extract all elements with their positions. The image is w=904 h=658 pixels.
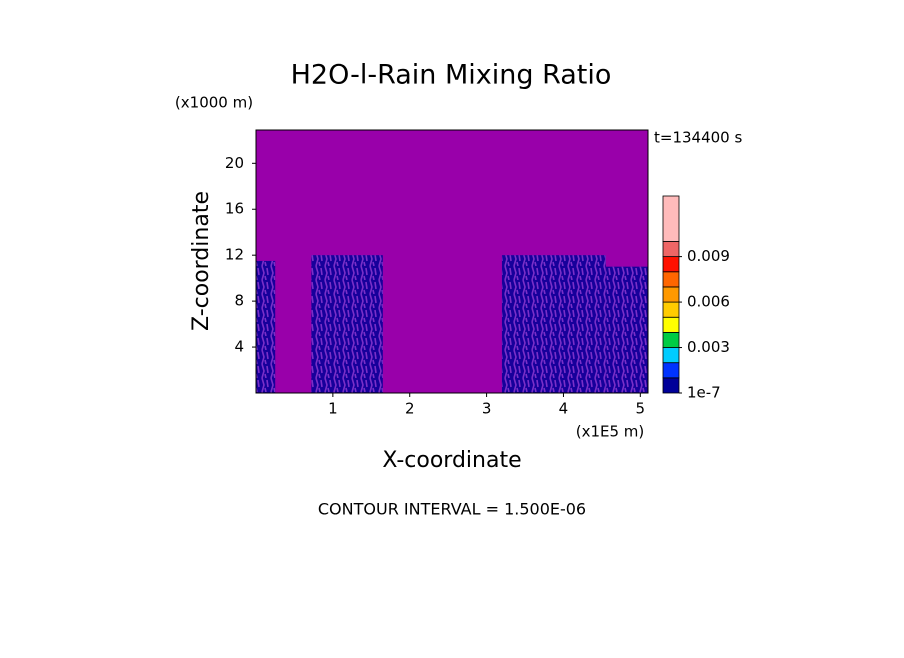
plot-frame (255, 129, 649, 394)
chart-title: H2O-l-Rain Mixing Ratio (291, 60, 612, 91)
footer: CONTOUR INTERVAL = 1.500E-06 (318, 500, 586, 519)
colorbar-swatch (662, 316, 680, 333)
y-axis-label: Z-coordinate (189, 191, 214, 331)
y-tick-label: 16 (225, 200, 244, 218)
y-tick-label: 4 (234, 338, 244, 356)
rain-texture (501, 255, 606, 393)
colorbar-swatch (662, 362, 680, 379)
colorbar-swatch (662, 256, 680, 273)
colorbar-swatch (662, 241, 680, 258)
colorbar-swatch (662, 195, 680, 242)
x-tick-label: 4 (559, 400, 569, 418)
colorbar-tick-label: 0.006 (687, 293, 730, 311)
rain-texture (256, 260, 276, 393)
x-tick-label: 2 (405, 400, 415, 418)
x-tick-label: 1 (328, 400, 338, 418)
y-tick-label: 20 (225, 154, 244, 172)
colorbar-tick-label: 0.009 (687, 247, 730, 265)
x-unit: (x1E5 m) (576, 423, 645, 441)
x-axis-label: X-coordinate (382, 448, 521, 473)
colorbar-tick-label: 0.003 (687, 338, 730, 356)
time-label: t=134400 s (654, 129, 742, 147)
colorbar-swatch (662, 331, 680, 348)
colorbar-swatch (662, 347, 680, 364)
rain-texture (605, 266, 648, 393)
colorbar-swatch (662, 286, 680, 303)
colorbar-tick-label: 1e-7 (687, 384, 721, 402)
colorbar-swatch (662, 301, 680, 318)
x-tick-label: 5 (636, 400, 646, 418)
y-tick-label: 8 (234, 292, 244, 310)
x-tick-label: 3 (482, 400, 492, 418)
colorbar-swatch (662, 271, 680, 288)
rain-texture (311, 255, 383, 393)
colorbar-swatch (662, 377, 680, 394)
y-unit: (x1000 m) (175, 94, 253, 112)
y-tick-label: 12 (225, 246, 244, 264)
